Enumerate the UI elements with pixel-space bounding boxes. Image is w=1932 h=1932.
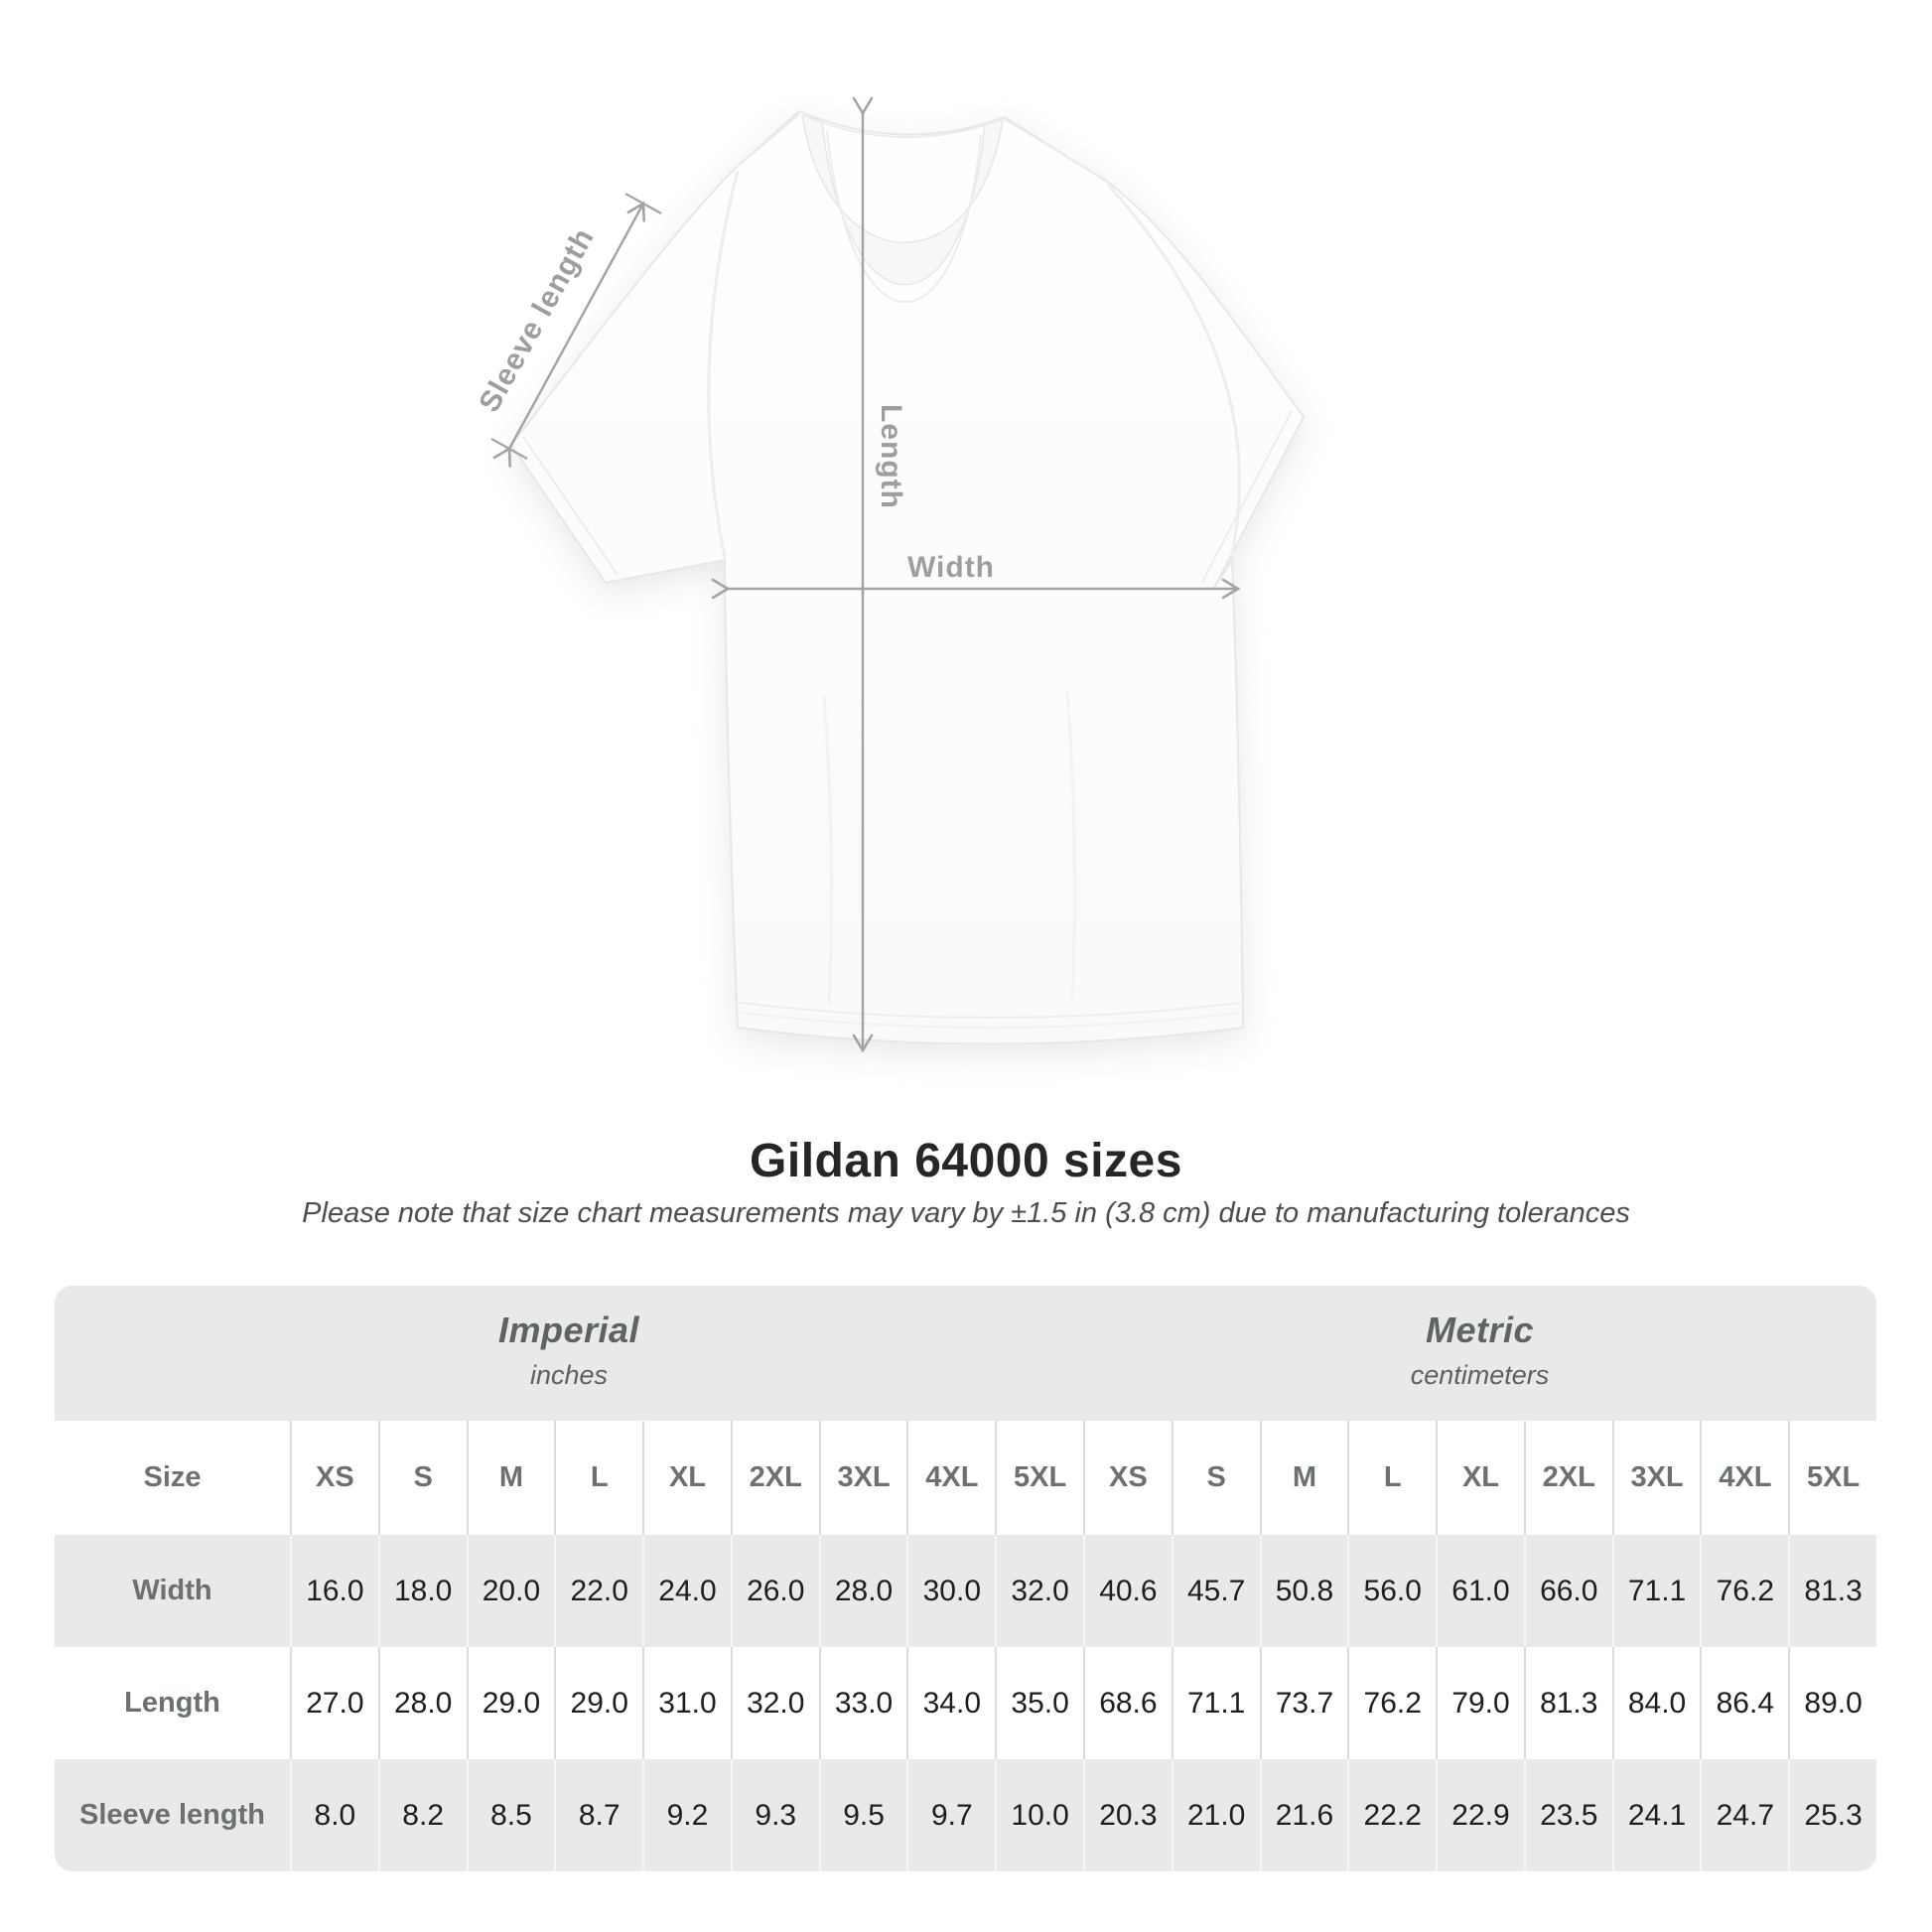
width-annotation: Width: [907, 551, 995, 584]
size-value: 9.2: [642, 1759, 731, 1871]
size-value: 32.0: [995, 1535, 1083, 1647]
size-value: 84.0: [1611, 1647, 1701, 1759]
size-header: 4XL: [1700, 1421, 1789, 1535]
size-header: M: [466, 1421, 555, 1535]
size-header: L: [554, 1421, 643, 1535]
imperial-unit: inches: [529, 1360, 609, 1390]
tshirt-image: [509, 109, 1306, 1045]
size-value: 8.5: [466, 1759, 555, 1871]
size-value: 40.6: [1083, 1535, 1172, 1647]
size-header: 2XL: [1523, 1421, 1612, 1535]
size-value: 56.0: [1347, 1535, 1437, 1647]
size-value: 22.2: [1347, 1759, 1437, 1871]
size-header: 2XL: [730, 1421, 819, 1535]
size-value: 29.0: [466, 1647, 555, 1759]
size-value: 35.0: [995, 1647, 1083, 1759]
size-value: 25.3: [1788, 1759, 1876, 1871]
size-value: 9.7: [906, 1759, 996, 1871]
size-value: 89.0: [1788, 1647, 1876, 1759]
size-value: 24.1: [1611, 1759, 1701, 1871]
size-value: 28.0: [818, 1535, 907, 1647]
size-header: L: [1347, 1421, 1437, 1535]
length-annotation: Length: [875, 404, 907, 509]
size-header: 3XL: [818, 1421, 907, 1535]
size-header: XL: [642, 1421, 731, 1535]
size-value: 45.7: [1171, 1535, 1260, 1647]
size-value: 30.0: [906, 1535, 996, 1647]
size-value: 66.0: [1523, 1535, 1612, 1647]
imperial-label: Imperial: [497, 1310, 640, 1350]
row-label: Sleeve length: [55, 1759, 290, 1871]
size-value: 8.2: [377, 1759, 467, 1871]
size-value: 9.5: [818, 1759, 907, 1871]
size-header: S: [377, 1421, 467, 1535]
size-value: 81.3: [1788, 1535, 1876, 1647]
size-value: 73.7: [1259, 1647, 1348, 1759]
size-header: 5XL: [995, 1421, 1083, 1535]
sleeve-length-arrow: [492, 201, 646, 468]
metric-group-header: Metric centimeters: [1083, 1286, 1876, 1421]
size-value: 22.9: [1436, 1759, 1524, 1871]
size-table-grid: Size XS S M L XL 2XL 3XL 4XL 5XL XS S M L XL 2XL 3XL 4XL 5…: [55, 1421, 1876, 1871]
size-value: 28.0: [377, 1647, 467, 1759]
size-value: 76.2: [1347, 1647, 1437, 1759]
tshirt-diagram-svg: Sleeve length Length Width: [473, 96, 1306, 1053]
tolerance-note: Please note that size chart measurements…: [302, 1197, 1630, 1229]
size-value: 21.6: [1259, 1759, 1348, 1871]
size-value: 33.0: [818, 1647, 907, 1759]
sleeve-arrow-endcap-bottom: [490, 438, 528, 460]
size-value: 10.0: [995, 1759, 1083, 1871]
metric-label: Metric: [1425, 1310, 1535, 1350]
size-value: 61.0: [1436, 1535, 1524, 1647]
size-value: 9.3: [730, 1759, 819, 1871]
size-value: 79.0: [1436, 1647, 1524, 1759]
tshirt-measurement-diagram: Sleeve length Length Width: [328, 60, 1618, 1132]
unit-group-header-row: Imperial inches Metric centimeters: [55, 1286, 1876, 1421]
row-label: Width: [55, 1535, 290, 1647]
size-value: 18.0: [377, 1535, 467, 1647]
size-value: 24.7: [1700, 1759, 1789, 1871]
imperial-group-header: Imperial inches: [55, 1286, 1083, 1421]
size-value: 76.2: [1700, 1535, 1789, 1647]
size-value: 31.0: [642, 1647, 731, 1759]
metric-unit: centimeters: [1410, 1360, 1550, 1390]
row-label: Length: [55, 1647, 290, 1759]
size-value: 34.0: [906, 1647, 996, 1759]
size-value: 8.0: [290, 1759, 378, 1871]
page-title: Gildan 64000 sizes: [750, 1135, 1182, 1187]
size-header: 4XL: [906, 1421, 996, 1535]
size-header: 3XL: [1611, 1421, 1701, 1535]
size-value: 29.0: [554, 1647, 643, 1759]
size-value: 16.0: [290, 1535, 378, 1647]
size-value: 81.3: [1523, 1647, 1612, 1759]
size-value: 26.0: [730, 1535, 819, 1647]
size-value: 27.0: [290, 1647, 378, 1759]
size-value: 86.4: [1700, 1647, 1789, 1759]
size-value: 20.0: [466, 1535, 555, 1647]
sleeve-arrow-endcap-top: [624, 193, 662, 214]
size-header: XS: [1083, 1421, 1172, 1535]
size-value: 50.8: [1259, 1535, 1348, 1647]
measurement-lines: [490, 96, 1241, 1053]
size-header: XS: [290, 1421, 378, 1535]
size-value: 21.0: [1171, 1759, 1260, 1871]
size-header: S: [1171, 1421, 1260, 1535]
size-value: 20.3: [1083, 1759, 1172, 1871]
size-value: 68.6: [1083, 1647, 1172, 1759]
size-value: 23.5: [1523, 1759, 1612, 1871]
size-header: XL: [1436, 1421, 1524, 1535]
size-value: 71.1: [1171, 1647, 1260, 1759]
size-value: 32.0: [730, 1647, 819, 1759]
size-value: 24.0: [642, 1535, 731, 1647]
size-value: 71.1: [1611, 1535, 1701, 1647]
size-value: 22.0: [554, 1535, 643, 1647]
size-value: 8.7: [554, 1759, 643, 1871]
size-table: Imperial inches Metric centimeters Size X…: [55, 1286, 1876, 1871]
size-header: M: [1259, 1421, 1348, 1535]
size-column-header: Size: [55, 1421, 290, 1535]
size-header: 5XL: [1788, 1421, 1876, 1535]
